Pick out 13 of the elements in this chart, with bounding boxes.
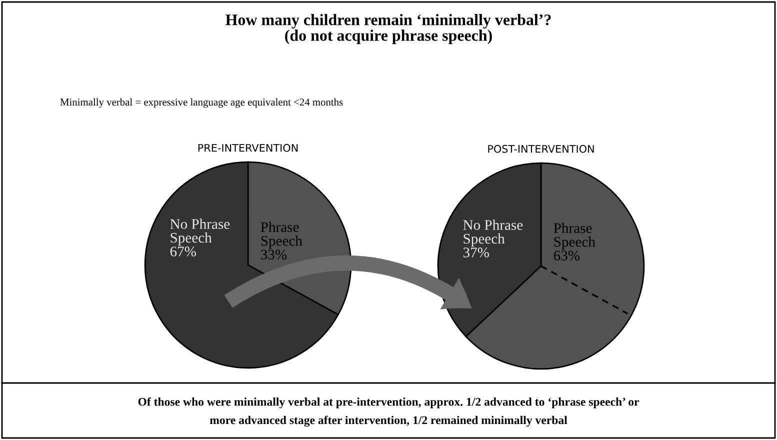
data-label: 67% bbox=[170, 246, 196, 256]
data-label: 33% bbox=[261, 250, 287, 260]
slice-label: Phrase Speech bbox=[554, 222, 596, 250]
slice-label: No Phrase Speech bbox=[463, 220, 523, 247]
chart-title: POST-INTERVENTION bbox=[488, 144, 594, 153]
data-label: 37% bbox=[463, 248, 489, 258]
slice-label: Phrase Speech bbox=[260, 222, 302, 249]
text: How many children remain ‘minimally verbal’? (do not acquire phrase speech) bbox=[226, 14, 551, 44]
slice-label: No Phrase Speech bbox=[170, 218, 230, 246]
chart-title: PRE-INTERVENTION bbox=[198, 144, 298, 152]
text: Of those who were minimally verbal at pre-intervention, approx. 1/2 advanced to ‘phrase speech’ or more advanced stage after intervention, 1/2 remained minimally verbal bbox=[138, 397, 639, 427]
data-label: 63% bbox=[554, 250, 580, 261]
text: Minimally verbal = expressive language age equivalent <24 months bbox=[60, 98, 343, 108]
